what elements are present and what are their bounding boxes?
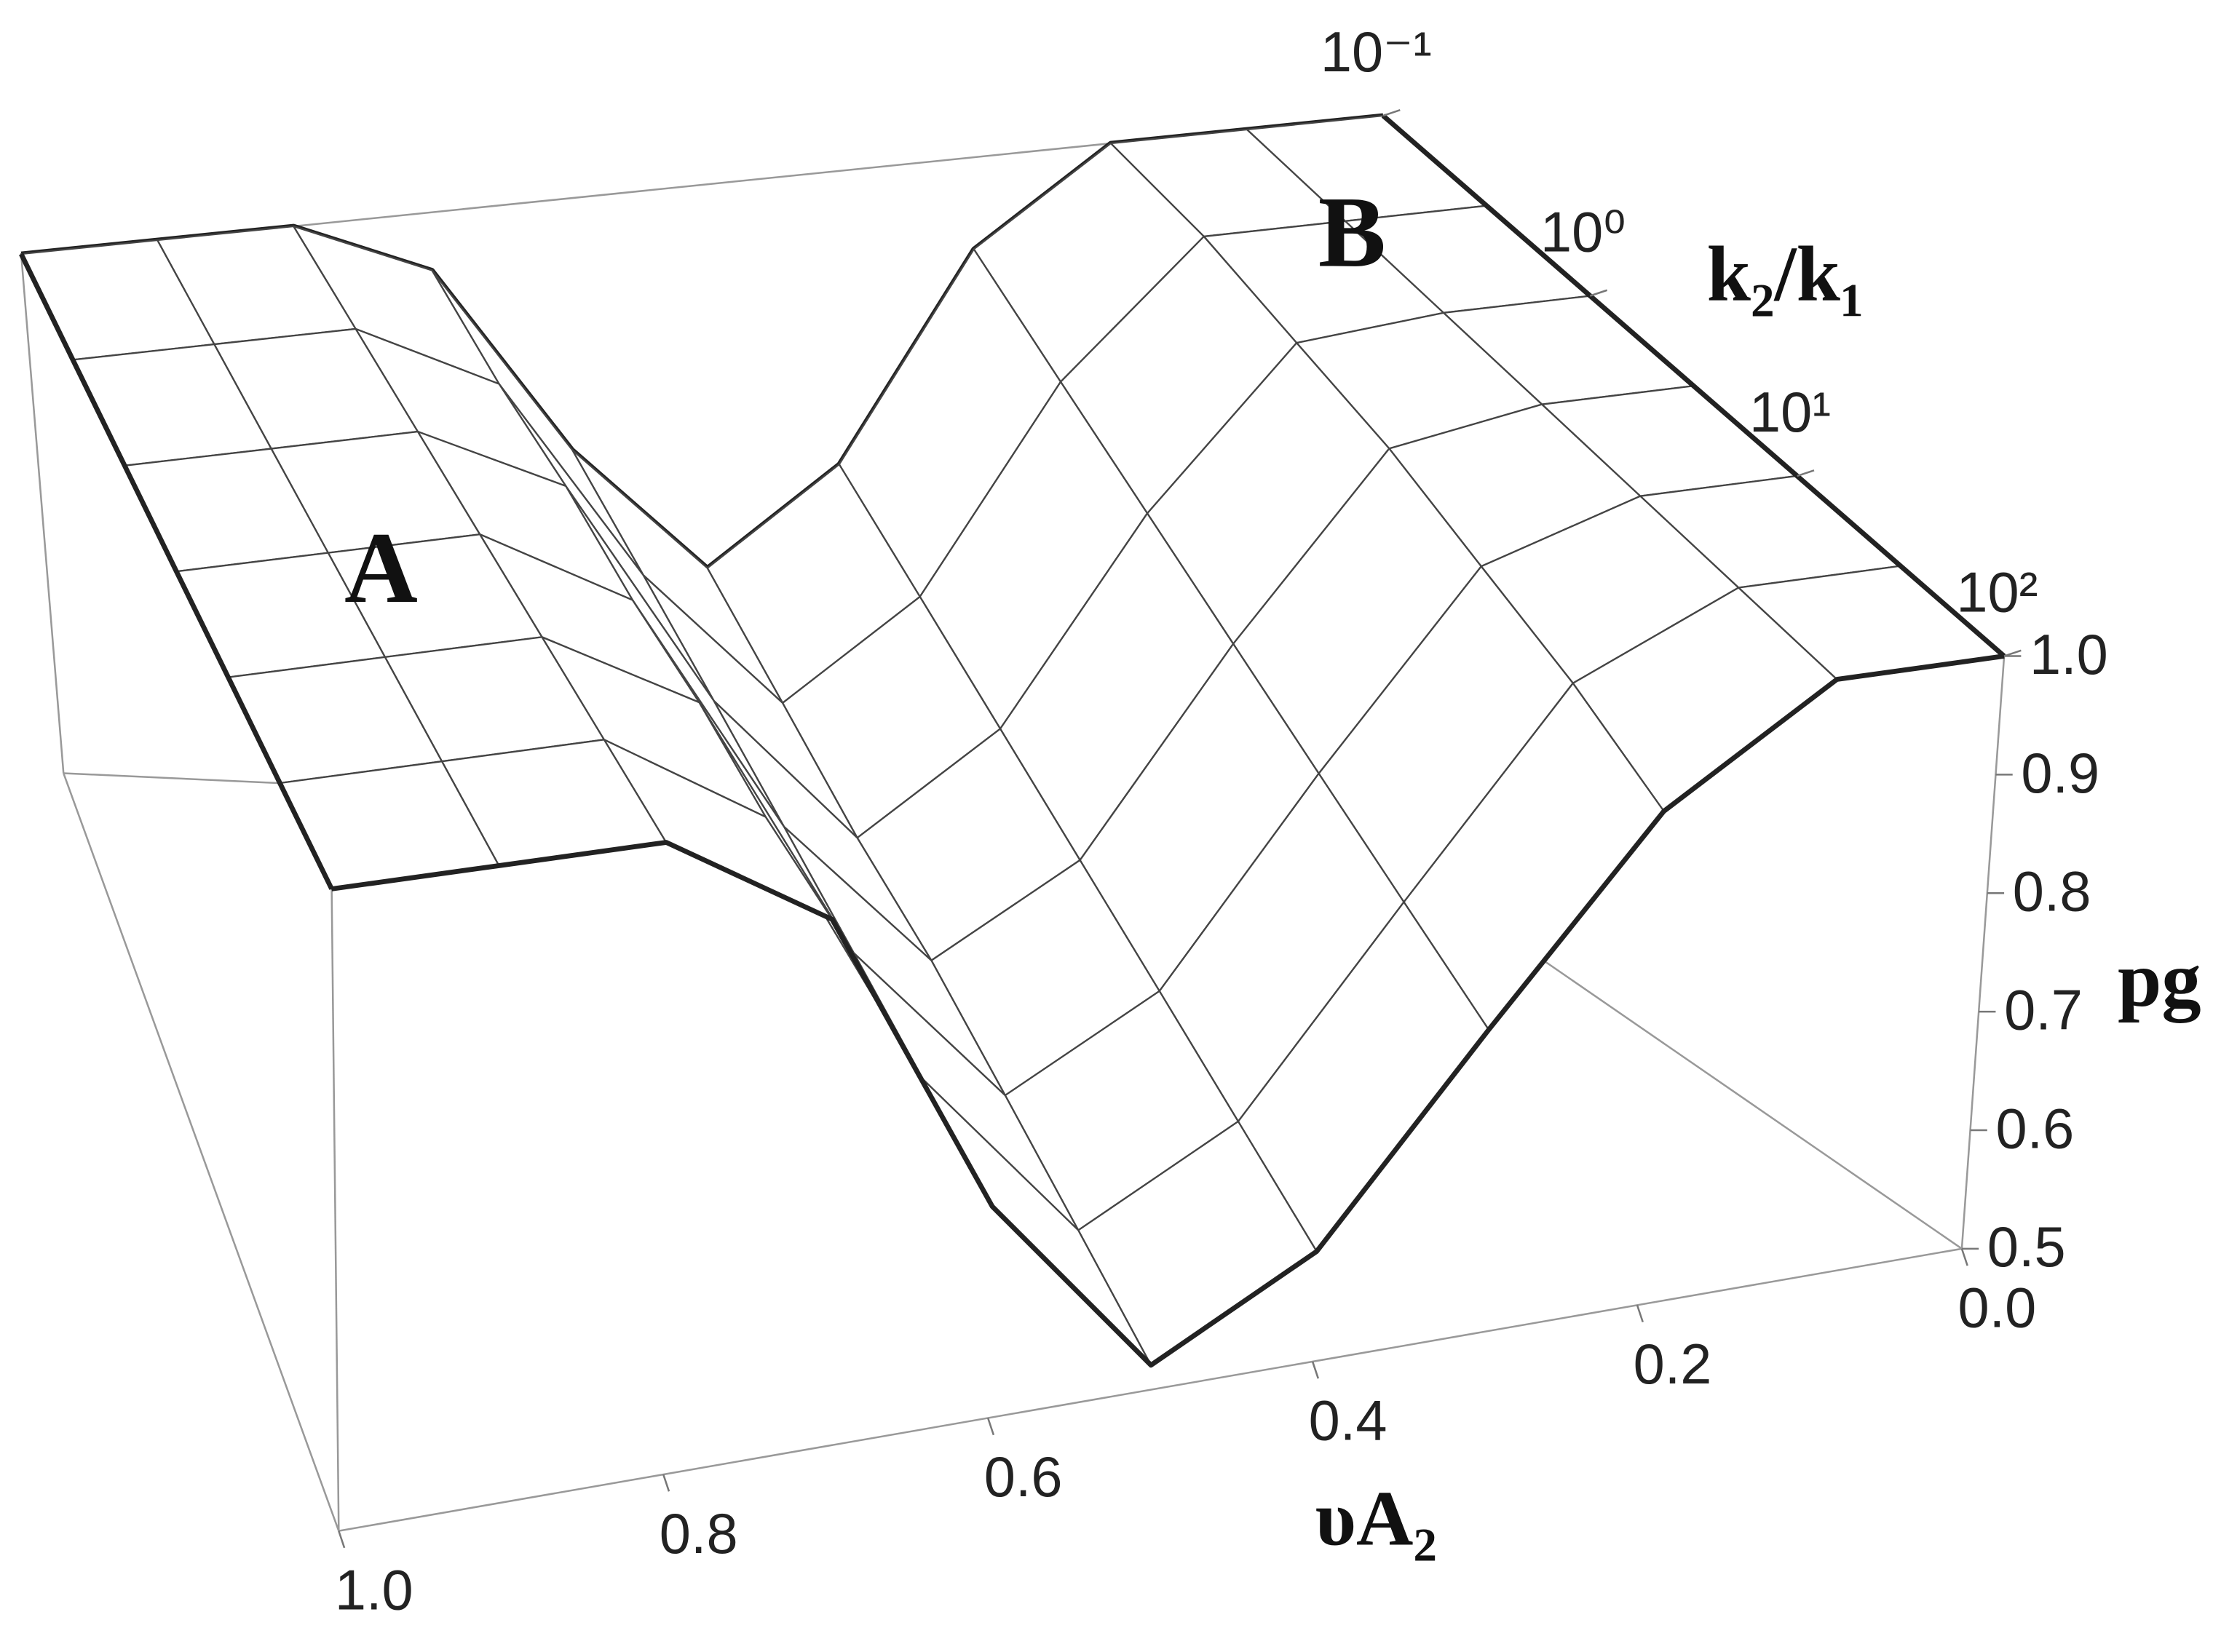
y-tick (2003, 649, 2022, 657)
annotation: A (344, 512, 418, 624)
x-axis-title: υA₂ (1315, 1475, 1437, 1562)
x-tick-label: 0.4 (1309, 1390, 1387, 1453)
z-tick-label: 1.0 (2030, 624, 2108, 686)
z-tick-label: 0.5 (1987, 1216, 2066, 1279)
x-tick (1636, 1304, 1644, 1323)
surface-edge (331, 654, 2005, 1368)
surface-edge (1381, 114, 2006, 659)
y-tick-label: 10² (1956, 562, 2038, 624)
y-axis-title: k₂/k₁ (1707, 231, 1864, 318)
x-tick-label: 1.0 (335, 1559, 413, 1621)
x-tick-label: 0.6 (984, 1446, 1063, 1509)
y-tick (1589, 289, 1608, 297)
y-tick-label: 10¹ (1749, 381, 1831, 444)
z-tick-label: 0.9 (2021, 742, 2099, 805)
z-tick-label: 0.8 (2013, 861, 2091, 924)
x-tick-label: 0.8 (660, 1503, 738, 1565)
x-tick (1311, 1361, 1320, 1379)
plot: 0.0 0.2 0.4 0.6 0.8 1.0 10⁻¹ 10⁰ 10¹ 10² 0.5 0.6 0.7… (19, 21, 2201, 1621)
x-tick (986, 1418, 995, 1436)
box-edge (330, 889, 340, 1531)
x-tick-label: 0.2 (1634, 1333, 1712, 1396)
y-tick (1797, 469, 1815, 477)
z-tick-label: 0.6 (1995, 1097, 2074, 1160)
x-tick (338, 1530, 346, 1549)
z-axis-title: pg (2118, 936, 2201, 1023)
y-tick (1382, 109, 1401, 117)
y-tick-label: 10⁰ (1540, 202, 1626, 264)
box-edge (1960, 656, 2006, 1249)
box-edge (20, 253, 65, 774)
box-edge (63, 773, 340, 1532)
x-tick (1960, 1248, 1968, 1266)
z-tick-label: 0.7 (2004, 979, 2083, 1041)
x-tick (662, 1474, 670, 1492)
surface-edge (19, 253, 334, 890)
annotation: B (1318, 177, 1386, 289)
box-edge (339, 1247, 1963, 1532)
x-tick-label: 0.0 (1957, 1277, 2036, 1340)
y-tick-label: 10⁻¹ (1321, 21, 1432, 84)
